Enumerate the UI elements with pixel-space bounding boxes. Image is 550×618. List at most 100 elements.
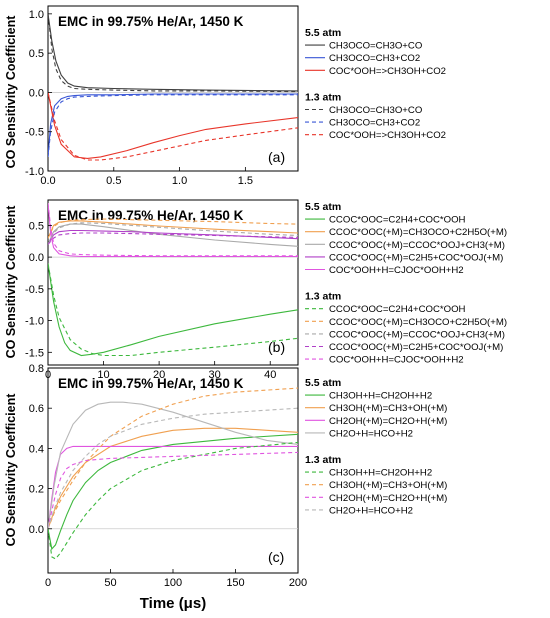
series-line-c-dashed-3 [48,407,298,529]
y-tick-label-b: 0.5 [29,220,44,232]
x-axis-label: Time (μs) [140,595,206,612]
x-tick-label-a: 0.5 [106,175,121,187]
panel-c: EMC in 99.75% He/Ar, 1450 K (c) [47,367,299,574]
series-line-c-solid-3 [48,401,298,529]
panel-b-plot: 0 10 20 30 40 0.5 0.0 -0.5 -1.0 -1.5 5.5 atm CCOC*O… [25,201,507,381]
legend-entry-b: CCOC*OOC(+M)=C2H5+COC*OOJ(+M) [329,342,503,353]
legend-entry-b: COC*OOH+H=CJOC*OOH+H2 [329,265,464,276]
series-line-b-solid-2 [48,223,298,247]
legend-entry-c: CH3OH(+M)=CH3+OH(+M) [329,403,447,414]
series-line-a-dashed-1 [48,94,298,157]
y-tick-label-b: -1.5 [25,347,44,359]
legend-heading-b: 1.3 atm [305,291,341,303]
legend-entry-b: CCOC*OOC(+M)=CCOC*OOJ+CH3(+M) [329,329,505,340]
legend-entry-a: CH3OCO=CH3+CO2 [329,53,420,64]
legend-entry-a: CH3OCO=CH3+CO2 [329,118,420,129]
y-tick-label-a: 0.0 [29,87,44,99]
panel-a-frame [47,5,299,172]
legend-entry-a: COC*OOH=>CH3OH+CO2 [329,66,446,77]
series-line-c-solid-2 [48,445,298,529]
panel-c-label: (c) [268,549,284,565]
y-tick-label-a: -0.5 [25,127,44,139]
x-tick-label-b: 10 [97,369,109,381]
legend-entry-c: CH2OH(+M)=CH2O+H(+M) [329,416,447,427]
panel-a: EMC in 99.75% He/Ar, 1450 K (a) [47,5,299,172]
series-line-b-solid-1 [48,220,298,239]
y-tick-label-b: -0.5 [25,284,44,296]
y-tick-label-c: 0.0 [29,524,44,536]
series-line-b-solid-0 [48,263,298,357]
y-tick-label-a: -1.0 [25,166,44,178]
legend-entry-c: CH3OH(+M)=CH3+OH(+M) [329,480,447,491]
y-tick-label-a: 0.5 [29,48,44,60]
series-line-a-solid-1 [48,93,298,157]
x-tick-label-c: 100 [164,577,182,589]
legend-entry-b: CCOC*OOC(+M)=C2H5+COC*OOJ(+M) [329,252,503,263]
panel-b-frame [47,199,299,366]
x-tick-label-a: 1.5 [238,175,253,187]
x-tick-label-c: 150 [226,577,244,589]
series-line-b-solid-4 [48,203,298,258]
x-tick-label-a: 0.0 [40,175,55,187]
legend-entry-c: CH2O+H=HCO+H2 [329,428,413,439]
panel-b-series [48,203,298,357]
x-tick-label-b: 30 [209,369,221,381]
series-line-a-solid-2 [48,92,298,159]
x-tick-label-c: 200 [289,577,307,589]
y-axis-label: CO Sensitivity Coefficient [4,205,18,359]
series-line-b-dashed-2 [48,222,298,245]
y-tick-label-a: 1.0 [29,9,44,21]
panel-c-series [48,387,298,560]
panel-a-title: EMC in 99.75% He/Ar, 1450 K [58,14,244,29]
y-tick-label-c: 0.2 [29,484,44,496]
series-line-c-dashed-0 [48,441,298,560]
panel-b-label: (b) [268,339,285,355]
x-tick-label-c: 50 [104,577,116,589]
legend-entry-c: CH3OH+H=CH2OH+H2 [329,391,432,402]
legend-heading-b: 5.5 atm [305,201,341,213]
panel-c-title: EMC in 99.75% He/Ar, 1450 K [58,376,244,391]
series-line-c-dashed-2 [48,451,298,529]
legend-entry-b: CCOC*OOC(+M)=CH3OCO+C2H5O(+M) [329,227,507,238]
legend-entry-a: CH3OCO=CH3O+CO [329,41,422,52]
y-tick-label-c: 0.6 [29,403,44,415]
y-tick-label-b: -1.0 [25,316,44,328]
legend-entry-b: COC*OOH+H=CJOC*OOH+H2 [329,355,464,366]
y-tick-label-c: 0.4 [29,443,44,455]
series-line-b-dashed-4 [48,203,298,257]
legend-entry-a: CH3OCO=CH3O+CO [329,105,422,116]
series-line-b-solid-3 [48,229,298,245]
y-axis-label: CO Sensitivity Coefficient [4,15,18,169]
x-tick-label-b: 20 [153,369,165,381]
x-tick-label-b: 40 [264,369,276,381]
legend-heading-c: 5.5 atm [305,377,341,389]
y-axis-label: CO Sensitivity Coefficient [4,393,18,547]
y-tick-label-b: 0.0 [29,252,44,264]
legend-entry-c: CH2O+H=HCO+H2 [329,505,413,516]
series-line-c-solid-0 [48,433,298,551]
x-tick-label-c: 0 [45,577,51,589]
legend-entry-b: CCOC*OOC=C2H4+COC*OOH [329,304,466,315]
panel-a-series [48,13,298,161]
legend-entry-b: CCOC*OOC=C2H4+COC*OOH [329,215,466,226]
legend-entry-c: CH3OH+H=CH2OH+H2 [329,468,432,479]
series-line-a-dashed-2 [48,92,298,161]
legend-entry-b: CCOC*OOC(+M)=CH3OCO+C2H5O(+M) [329,317,507,328]
panel-c-frame [47,367,299,574]
legend-entry-b: CCOC*OOC(+M)=CCOC*OOJ+CH3(+M) [329,240,505,251]
legend-heading-a: 5.5 atm [305,27,341,39]
series-line-c-solid-1 [48,427,298,529]
series-line-b-dashed-1 [48,218,298,239]
series-line-c-dashed-1 [48,387,298,530]
legend-entry-c: CH2OH(+M)=CH2O+H(+M) [329,493,447,504]
legend-heading-a: 1.3 atm [305,91,341,103]
x-tick-label-b: 0 [45,369,51,381]
series-line-b-dashed-3 [48,232,298,245]
x-tick-label-a: 1.0 [172,175,187,187]
legend-entry-a: COC*OOH=>CH3OH+CO2 [329,130,446,141]
y-tick-label-c: 0.8 [29,363,44,375]
legend-heading-c: 1.3 atm [305,454,341,466]
panel-a-label: (a) [268,149,285,165]
